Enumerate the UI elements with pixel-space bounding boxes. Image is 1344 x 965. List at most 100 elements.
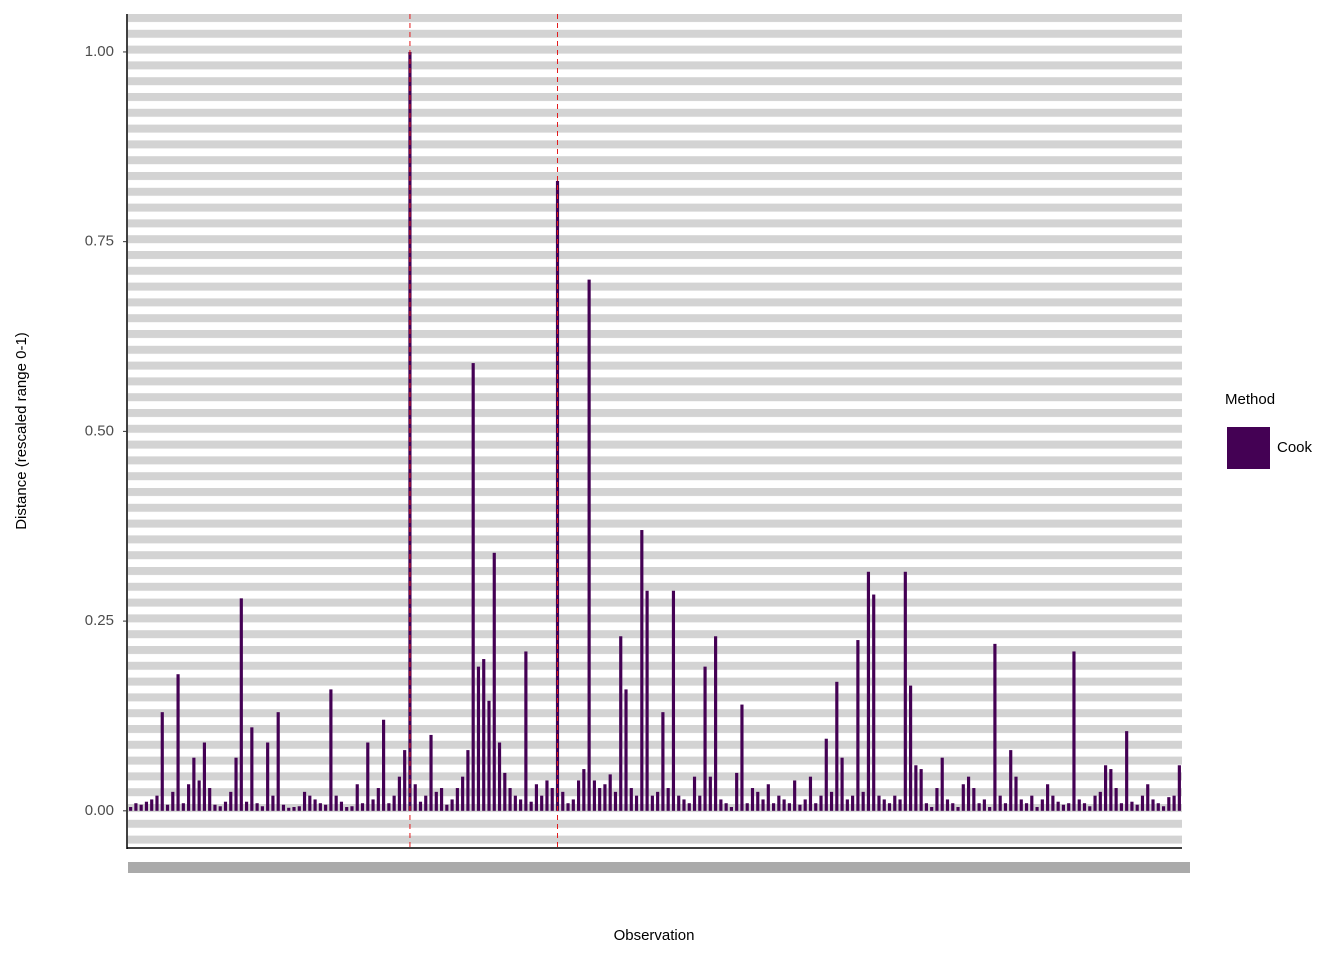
bar <box>1119 803 1123 811</box>
bar <box>877 795 881 811</box>
bar <box>260 806 264 811</box>
bar <box>598 788 602 811</box>
bar <box>471 363 475 811</box>
bar <box>208 788 212 811</box>
bar <box>808 776 813 811</box>
bar <box>1056 801 1060 811</box>
bar <box>619 636 623 811</box>
bar <box>181 803 185 811</box>
bar <box>829 791 834 811</box>
bar <box>271 795 275 811</box>
legend-swatch <box>1227 427 1270 469</box>
bar <box>824 738 828 811</box>
bar <box>487 700 491 811</box>
y-tick-label: 0.50 <box>85 422 114 439</box>
bar <box>724 803 728 811</box>
bar <box>524 651 528 811</box>
bar <box>714 636 718 811</box>
y-tick-label: 1.00 <box>85 43 114 60</box>
bar <box>155 795 159 811</box>
y-tick-label: 0.25 <box>85 612 114 629</box>
bar <box>798 804 802 811</box>
bar <box>281 804 286 811</box>
bar <box>1093 795 1097 811</box>
bar <box>1151 799 1155 811</box>
bar <box>803 799 807 811</box>
bar <box>1072 651 1076 811</box>
bar <box>255 803 259 811</box>
plot-background <box>128 14 1182 848</box>
bar <box>1146 784 1150 811</box>
bar <box>1167 797 1171 811</box>
bar <box>1035 807 1039 811</box>
bar <box>513 795 517 811</box>
bar <box>339 801 344 811</box>
bar <box>782 799 786 811</box>
bar <box>771 803 776 811</box>
bar <box>840 757 844 811</box>
bar <box>650 795 654 811</box>
bar <box>397 776 401 811</box>
x-tick-label-strip <box>128 862 1190 873</box>
bar <box>213 804 217 811</box>
bar <box>461 776 465 811</box>
legend-title: Method <box>1225 391 1275 408</box>
bar <box>629 788 633 811</box>
bar <box>993 643 997 811</box>
bar <box>666 788 670 811</box>
bar <box>492 552 496 811</box>
bar <box>413 784 417 811</box>
bar <box>603 784 607 811</box>
bar <box>587 279 591 811</box>
bar <box>176 674 180 811</box>
bar <box>708 776 712 811</box>
bar <box>1014 776 1018 811</box>
bar <box>1140 795 1145 811</box>
bar <box>192 757 196 811</box>
bar <box>324 804 328 811</box>
bar <box>382 719 386 811</box>
bar <box>529 801 533 811</box>
bar <box>819 795 823 811</box>
bar <box>814 803 818 811</box>
bar <box>360 803 365 811</box>
legend-label: Cook <box>1277 439 1313 456</box>
bar <box>740 704 744 811</box>
bar <box>745 803 749 811</box>
bar <box>308 795 312 811</box>
bar <box>1030 795 1034 811</box>
bar <box>266 742 270 811</box>
bar <box>503 772 507 811</box>
bar <box>439 788 444 811</box>
bar <box>150 799 154 811</box>
bar <box>550 788 554 811</box>
bar <box>1109 769 1113 811</box>
bar <box>566 803 570 811</box>
bar <box>366 742 370 811</box>
bar <box>1040 799 1044 811</box>
bar <box>1114 788 1118 811</box>
y-axis-title: Distance (rescaled range 0-1) <box>13 332 30 530</box>
bar <box>561 791 565 811</box>
bar <box>1024 803 1029 811</box>
bar <box>998 795 1002 811</box>
bar <box>1019 799 1023 811</box>
bar <box>545 780 549 811</box>
bar <box>519 799 523 811</box>
bar <box>634 795 639 811</box>
bar <box>729 807 733 811</box>
bar <box>418 801 423 811</box>
bar <box>940 757 944 811</box>
bar <box>671 590 676 811</box>
bar <box>919 769 923 811</box>
bar <box>692 776 697 811</box>
bar <box>592 780 596 811</box>
bar <box>882 799 886 811</box>
bar <box>845 799 849 811</box>
bar <box>318 803 322 811</box>
bar <box>450 799 454 811</box>
bar <box>355 784 359 811</box>
bar <box>239 598 243 811</box>
x-axis-title: Observation <box>614 927 695 944</box>
